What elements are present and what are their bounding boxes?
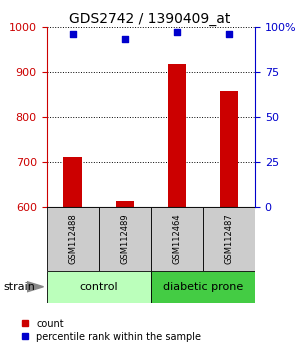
Text: GSM112488: GSM112488	[68, 213, 77, 264]
Text: GSM112489: GSM112489	[120, 213, 129, 264]
Text: control: control	[79, 282, 118, 292]
Bar	[99, 207, 151, 271]
Point	[70, 31, 75, 36]
Bar	[46, 207, 99, 271]
Bar	[63, 158, 82, 207]
Bar	[220, 91, 238, 207]
Text: GSM112487: GSM112487	[224, 213, 233, 264]
Point	[174, 29, 179, 35]
Bar	[203, 207, 255, 271]
Text: strain: strain	[3, 282, 35, 292]
Bar	[168, 64, 186, 207]
Bar	[116, 201, 134, 207]
Text: GDS2742 / 1390409_at: GDS2742 / 1390409_at	[69, 12, 231, 27]
Bar	[151, 207, 203, 271]
Text: GSM112464: GSM112464	[172, 213, 181, 264]
Polygon shape	[27, 282, 44, 292]
Point	[122, 36, 127, 42]
Bar	[151, 271, 255, 303]
Point	[226, 31, 231, 36]
Legend: count, percentile rank within the sample: count, percentile rank within the sample	[17, 315, 205, 346]
Text: diabetic prone: diabetic prone	[163, 282, 243, 292]
Bar	[46, 271, 151, 303]
